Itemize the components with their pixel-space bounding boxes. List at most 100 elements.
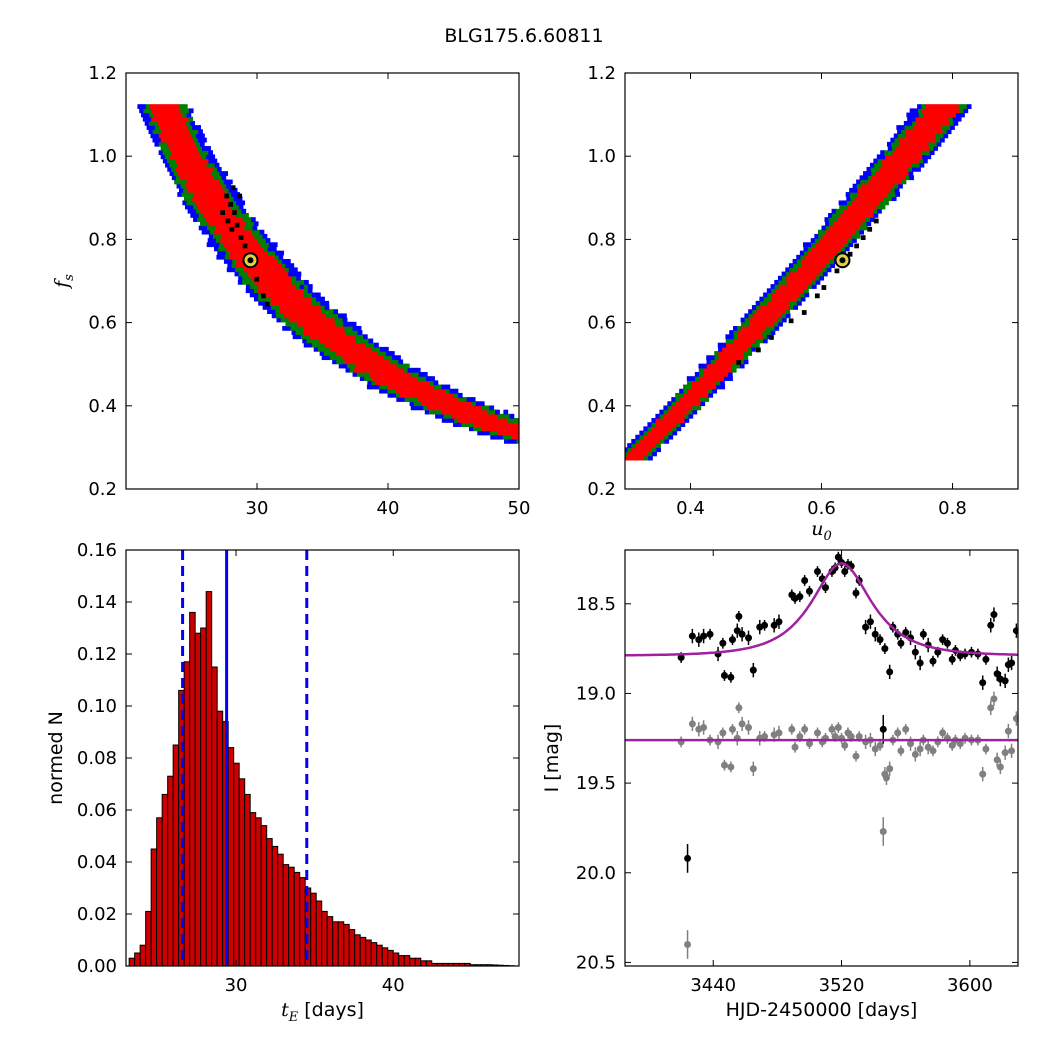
histogram-bar <box>167 775 174 966</box>
heatmap-cell <box>252 242 257 248</box>
heatmap-cell <box>437 397 443 402</box>
heatmap-cell <box>291 296 296 302</box>
heatmap-cell <box>208 233 214 239</box>
heatmap-cell <box>254 288 259 294</box>
heatmap-cell <box>742 342 748 348</box>
data-point-primary <box>934 648 942 656</box>
heatmap-cell <box>360 338 365 344</box>
heatmap-cell <box>792 296 798 302</box>
heatmap-cell <box>880 204 886 210</box>
heatmap-cell <box>858 192 863 197</box>
heatmap-cell <box>947 112 953 118</box>
heatmap-cell <box>651 438 657 444</box>
heatmap-cell <box>800 254 806 260</box>
heatmap-cell <box>687 388 693 394</box>
heatmap-cell <box>891 196 897 202</box>
heatmap-cell <box>344 359 350 365</box>
heatmap-cell <box>204 221 209 227</box>
heatmap-cell <box>931 137 937 143</box>
heatmap-cell <box>225 250 231 256</box>
histogram-bar <box>348 929 356 966</box>
heatmap-cell <box>664 430 669 436</box>
heatmap-cell <box>291 330 297 335</box>
heatmap-cell <box>631 443 637 448</box>
heatmap-cell <box>210 242 216 248</box>
heatmap-cell <box>679 405 685 411</box>
heatmap-cell <box>937 104 943 109</box>
heatmap-cell <box>861 212 866 218</box>
heatmap-cell <box>813 259 819 264</box>
y-tick-label: 0.6 <box>587 313 616 334</box>
histogram-bar <box>282 864 290 966</box>
heatmap-cell <box>275 250 280 256</box>
heatmap-cell <box>246 275 252 281</box>
heatmap-cell <box>823 242 829 248</box>
heatmap-cell <box>416 388 422 394</box>
heatmap-cell <box>270 292 276 298</box>
heatmap-cell <box>695 388 701 394</box>
heatmap-cell <box>213 183 219 189</box>
data-point-secondary <box>907 740 915 748</box>
heatmap-cell <box>164 108 169 114</box>
heatmap-cell <box>275 271 281 277</box>
heatmap-cell <box>887 171 893 176</box>
heatmap-cell <box>228 187 234 193</box>
heatmap-cell <box>334 317 340 323</box>
heatmap-cell <box>452 405 457 411</box>
heatmap-cell <box>197 146 203 151</box>
heatmap-cell <box>848 212 854 218</box>
heatmap-cell <box>209 204 215 210</box>
heatmap-cell <box>944 116 950 122</box>
heatmap-cell <box>894 162 900 168</box>
heatmap-cell <box>660 430 665 436</box>
heatmap-cell <box>263 271 269 277</box>
heatmap-cell <box>723 363 729 369</box>
heatmap-cell <box>200 133 205 139</box>
heatmap-cell <box>834 229 840 235</box>
heatmap-cell <box>211 179 217 185</box>
heatmap-cell <box>424 384 430 390</box>
heatmap-cell <box>696 397 701 402</box>
heatmap-cell <box>429 380 435 386</box>
heatmap-cell <box>915 162 921 168</box>
heatmap-cell <box>215 212 220 218</box>
heatmap-cell <box>214 229 219 235</box>
heatmap-cell <box>847 251 853 257</box>
x-tick-label: 3520 <box>819 975 865 996</box>
heatmap-cell <box>707 380 713 386</box>
heatmap-cell <box>148 120 154 126</box>
heatmap-cell <box>855 204 861 210</box>
heatmap-cell <box>921 150 927 156</box>
heatmap-cell <box>266 288 272 294</box>
heatmap-cell <box>250 275 256 281</box>
heatmap-cell <box>223 179 229 185</box>
heatmap-cell <box>840 242 845 248</box>
heatmap-cell <box>399 392 405 398</box>
heatmap-cell <box>216 187 221 193</box>
heatmap-cells <box>625 104 972 461</box>
heatmap-cell <box>941 125 947 130</box>
heatmap-cell <box>387 384 393 390</box>
heatmap-cell <box>168 146 174 151</box>
heatmap-cell <box>230 185 236 191</box>
heatmap-cell <box>231 192 236 197</box>
heatmap-cell <box>778 321 783 327</box>
heatmap-cell <box>196 196 202 202</box>
heatmap-cell <box>313 317 319 323</box>
heatmap-cell <box>224 238 230 243</box>
heatmap-cell <box>898 137 904 143</box>
histogram-bar <box>134 952 141 966</box>
heatmap-cell <box>774 325 780 331</box>
heatmap-cell <box>692 405 698 411</box>
heatmap-cell <box>956 116 962 122</box>
heatmap-cell <box>200 196 206 202</box>
heatmap-cell <box>421 376 427 381</box>
heatmap-cell <box>679 397 685 402</box>
heatmap-cell <box>305 317 311 323</box>
heatmap-cell <box>852 238 857 243</box>
heatmap-cell <box>763 300 769 306</box>
heatmap-cell <box>189 137 195 143</box>
heatmap-cell <box>797 300 802 306</box>
heatmap-cell <box>312 342 317 348</box>
heatmap-cell <box>571 456 576 461</box>
